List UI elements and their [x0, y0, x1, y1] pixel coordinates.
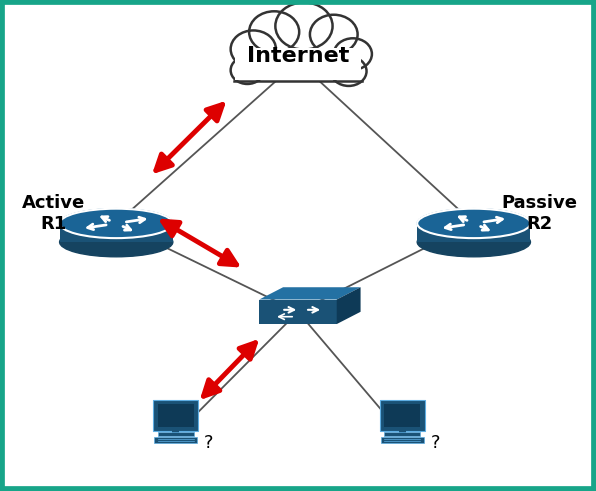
Bar: [154, 437, 197, 443]
Text: Passive
R2: Passive R2: [501, 194, 578, 233]
Circle shape: [275, 2, 333, 50]
Bar: [235, 48, 361, 80]
Bar: [417, 223, 530, 242]
Ellipse shape: [60, 227, 173, 257]
Ellipse shape: [417, 227, 530, 257]
Text: ?: ?: [204, 434, 213, 452]
Circle shape: [231, 30, 276, 68]
Bar: [384, 404, 421, 427]
Circle shape: [231, 56, 264, 84]
Text: Active
R1: Active R1: [22, 194, 85, 233]
Ellipse shape: [60, 209, 173, 238]
Bar: [259, 300, 337, 324]
Circle shape: [331, 56, 367, 86]
Circle shape: [310, 15, 358, 54]
Text: Internet: Internet: [247, 47, 349, 66]
Text: ?: ?: [430, 434, 440, 452]
Circle shape: [334, 38, 372, 70]
Bar: [154, 400, 198, 431]
Bar: [60, 223, 173, 242]
Bar: [157, 404, 194, 427]
Polygon shape: [259, 287, 361, 300]
Polygon shape: [337, 287, 361, 324]
Bar: [381, 437, 424, 443]
Bar: [380, 400, 424, 431]
Bar: [384, 432, 420, 436]
Bar: [234, 53, 362, 82]
Bar: [158, 432, 194, 436]
Circle shape: [249, 11, 299, 53]
Bar: [399, 429, 406, 434]
Bar: [172, 429, 179, 434]
Ellipse shape: [417, 209, 530, 238]
